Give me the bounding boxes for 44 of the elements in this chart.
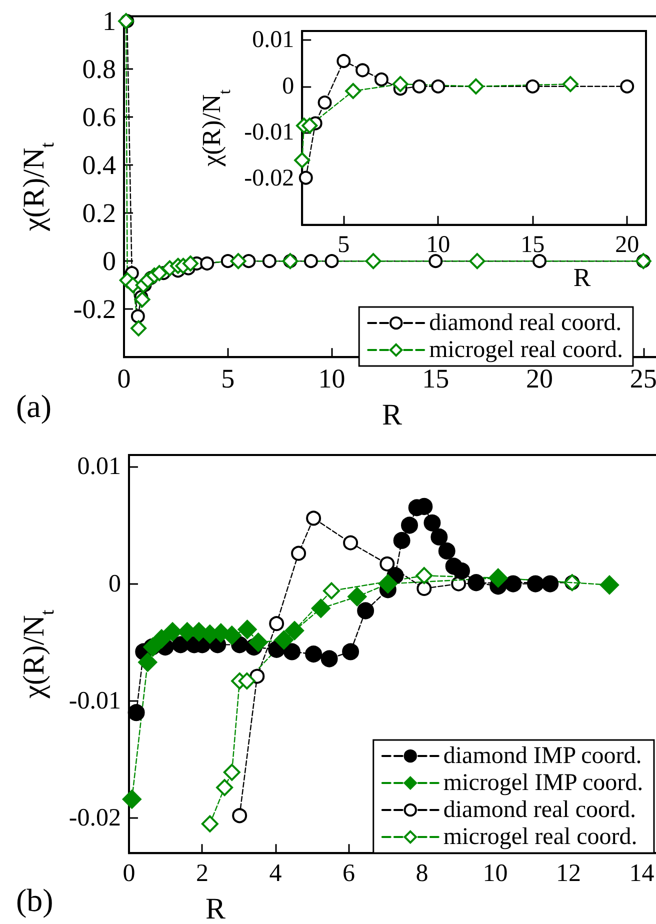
x-tick-label: 15: [520, 232, 545, 258]
legend-label: diamond real coord.: [443, 797, 636, 823]
y-tick-label: 1: [102, 6, 116, 36]
x-tick-label: 10: [482, 860, 508, 888]
y-tick-label: 0: [108, 570, 121, 598]
x-tick-label: 5: [221, 364, 235, 394]
x-tick-label: 20: [526, 364, 554, 394]
x-axis-title: R: [573, 262, 592, 292]
x-tick-label: 15: [422, 364, 450, 394]
x-axis-title: R: [205, 892, 226, 924]
x-tick-label: 10: [318, 364, 346, 394]
legend-label: diamond real coord.: [429, 310, 622, 336]
x-tick-label: 20: [615, 232, 640, 258]
y-axis-title: χ(R)/Nt: [18, 142, 58, 232]
legend-label: microgel IMP coord.: [443, 770, 644, 796]
legend-label: microgel real coord.: [429, 337, 624, 363]
x-tick-label: 6: [342, 860, 355, 888]
y-tick-label: -0.02: [244, 166, 294, 192]
y-tick-label: 0.8: [82, 54, 116, 84]
y-tick-label: 0.2: [82, 198, 116, 228]
x-tick-label: 8: [416, 860, 428, 888]
legend-label: diamond IMP coord.: [443, 743, 642, 769]
text: (b): [16, 882, 54, 918]
text: (a): [16, 388, 52, 424]
y-tick-label: -0.01: [244, 120, 294, 146]
x-tick-label: 14: [629, 860, 655, 888]
x-tick-label: 5: [338, 232, 350, 258]
y-axis-title: χ(R)/Nt: [18, 609, 58, 700]
y-tick-label: 0.01: [77, 453, 121, 480]
y-tick-label: -0.01: [68, 687, 121, 714]
x-tick-label: 2: [196, 860, 208, 888]
y-axis-title: χ(R)/Nt: [197, 89, 234, 168]
y-tick-label: 0.01: [252, 27, 294, 54]
y-tick-label: 0.6: [82, 102, 116, 132]
x-tick-label: 25: [630, 364, 656, 394]
x-tick-label: 4: [269, 860, 282, 888]
x-tick-label: 12: [556, 860, 581, 888]
legend-label: microgel real coord.: [443, 824, 638, 850]
y-tick-label: -0.2: [73, 294, 116, 324]
y-tick-label: 0.4: [82, 150, 116, 180]
y-tick-label: 0: [282, 73, 294, 100]
x-tick-label: 10: [426, 232, 450, 258]
x-axis-title: R: [382, 398, 402, 432]
y-tick-label: -0.02: [68, 804, 121, 832]
